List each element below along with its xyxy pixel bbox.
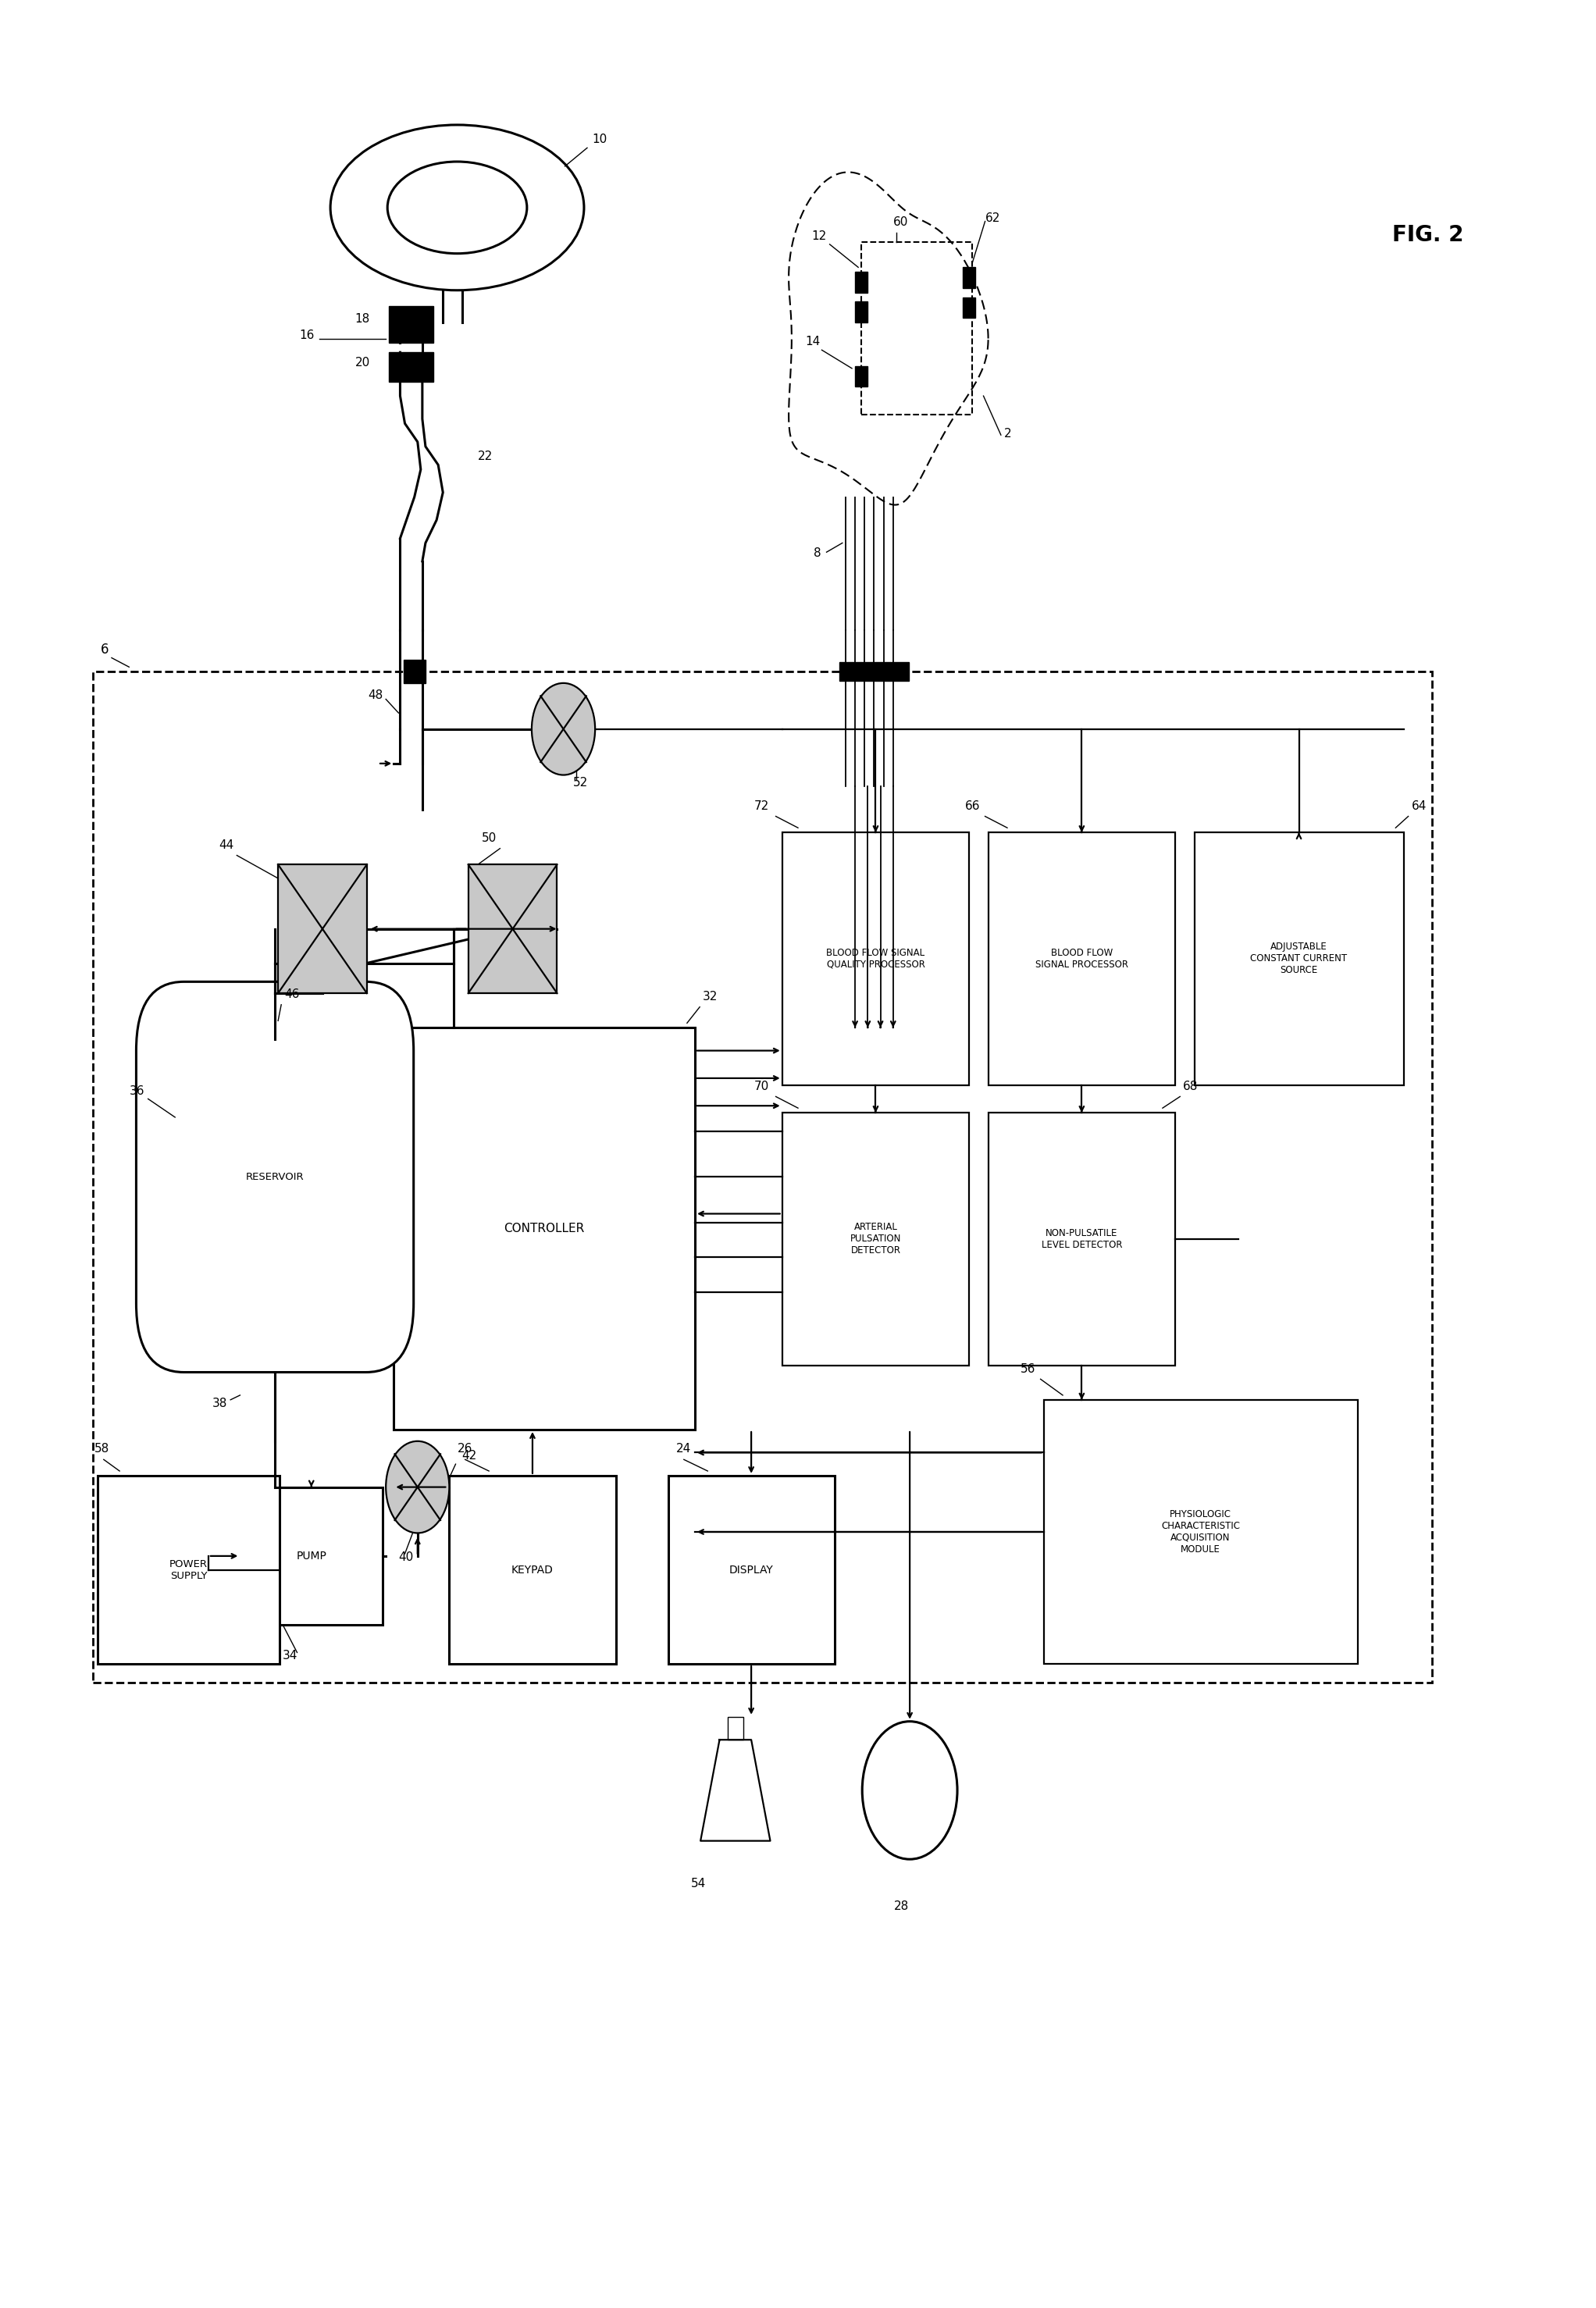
- Text: 24: 24: [677, 1442, 691, 1454]
- Text: 36: 36: [129, 1085, 145, 1096]
- Text: 46: 46: [284, 988, 300, 999]
- Text: 58: 58: [94, 1442, 109, 1454]
- Text: 60: 60: [894, 217, 908, 228]
- Circle shape: [386, 1440, 448, 1533]
- Text: 22: 22: [477, 450, 493, 462]
- Text: DISPLAY: DISPLAY: [729, 1565, 774, 1576]
- Text: 34: 34: [282, 1650, 298, 1662]
- Text: KEYPAD: KEYPAD: [511, 1565, 554, 1576]
- FancyBboxPatch shape: [239, 1486, 383, 1625]
- Text: CONTROLLER: CONTROLLER: [504, 1223, 584, 1235]
- FancyBboxPatch shape: [962, 298, 975, 319]
- Text: BLOOD FLOW
SIGNAL PROCESSOR: BLOOD FLOW SIGNAL PROCESSOR: [1036, 949, 1128, 969]
- Text: 50: 50: [482, 833, 496, 845]
- Text: 38: 38: [212, 1396, 227, 1408]
- Text: PUMP: PUMP: [297, 1551, 327, 1563]
- Text: 40: 40: [399, 1551, 413, 1563]
- Text: 54: 54: [691, 1876, 705, 1890]
- Text: 6: 6: [101, 642, 109, 655]
- FancyBboxPatch shape: [988, 833, 1175, 1085]
- Text: 2: 2: [1004, 427, 1012, 439]
- Text: 14: 14: [804, 337, 820, 349]
- Text: 8: 8: [814, 547, 822, 559]
- Text: ADJUSTABLE
CONSTANT CURRENT
SOURCE: ADJUSTABLE CONSTANT CURRENT SOURCE: [1250, 942, 1347, 976]
- FancyBboxPatch shape: [278, 866, 367, 992]
- FancyBboxPatch shape: [97, 1475, 279, 1664]
- Text: 56: 56: [1021, 1362, 1036, 1376]
- Text: 62: 62: [985, 212, 1001, 224]
- Polygon shape: [701, 1740, 771, 1842]
- Circle shape: [531, 683, 595, 775]
- Text: BLOOD FLOW SIGNAL
QUALITY PROCESSOR: BLOOD FLOW SIGNAL QUALITY PROCESSOR: [827, 949, 926, 969]
- Text: 72: 72: [755, 801, 769, 812]
- FancyBboxPatch shape: [782, 833, 969, 1085]
- FancyBboxPatch shape: [782, 1112, 969, 1366]
- FancyBboxPatch shape: [855, 367, 868, 388]
- FancyBboxPatch shape: [136, 981, 413, 1373]
- FancyBboxPatch shape: [404, 660, 426, 683]
- FancyBboxPatch shape: [855, 302, 868, 323]
- FancyBboxPatch shape: [468, 866, 557, 992]
- Text: 44: 44: [219, 840, 233, 852]
- FancyBboxPatch shape: [839, 662, 910, 681]
- Text: NON-PULSATILE
LEVEL DETECTOR: NON-PULSATILE LEVEL DETECTOR: [1041, 1228, 1122, 1251]
- Text: PHYSIOLOGIC
CHARACTERISTIC
ACQUISITION
MODULE: PHYSIOLOGIC CHARACTERISTIC ACQUISITION M…: [1162, 1509, 1240, 1556]
- FancyBboxPatch shape: [728, 1717, 744, 1740]
- Text: RESERVOIR: RESERVOIR: [246, 1172, 303, 1182]
- FancyBboxPatch shape: [1194, 833, 1403, 1085]
- Text: 20: 20: [354, 358, 370, 369]
- FancyBboxPatch shape: [394, 1027, 694, 1429]
- Text: 10: 10: [592, 134, 606, 145]
- FancyBboxPatch shape: [448, 1475, 616, 1664]
- FancyBboxPatch shape: [389, 353, 434, 383]
- FancyBboxPatch shape: [389, 307, 434, 344]
- Text: 12: 12: [811, 231, 827, 242]
- Text: 18: 18: [354, 314, 370, 325]
- Text: 42: 42: [461, 1449, 477, 1461]
- Text: 64: 64: [1411, 801, 1427, 812]
- Text: 48: 48: [367, 690, 383, 702]
- FancyBboxPatch shape: [669, 1475, 835, 1664]
- FancyBboxPatch shape: [988, 1112, 1175, 1366]
- Text: FIG. 2: FIG. 2: [1392, 224, 1464, 247]
- Text: 52: 52: [573, 778, 587, 789]
- FancyBboxPatch shape: [1044, 1399, 1358, 1664]
- FancyBboxPatch shape: [855, 272, 868, 293]
- Text: 68: 68: [1183, 1080, 1199, 1092]
- Text: POWER
SUPPLY: POWER SUPPLY: [169, 1558, 207, 1581]
- Text: 66: 66: [966, 801, 980, 812]
- Text: 16: 16: [300, 330, 314, 342]
- Text: 32: 32: [702, 990, 718, 1002]
- Text: 26: 26: [456, 1442, 472, 1454]
- FancyBboxPatch shape: [962, 268, 975, 288]
- Text: 28: 28: [894, 1899, 910, 1911]
- Text: 70: 70: [755, 1080, 769, 1092]
- Text: ARTERIAL
PULSATION
DETECTOR: ARTERIAL PULSATION DETECTOR: [851, 1223, 902, 1256]
